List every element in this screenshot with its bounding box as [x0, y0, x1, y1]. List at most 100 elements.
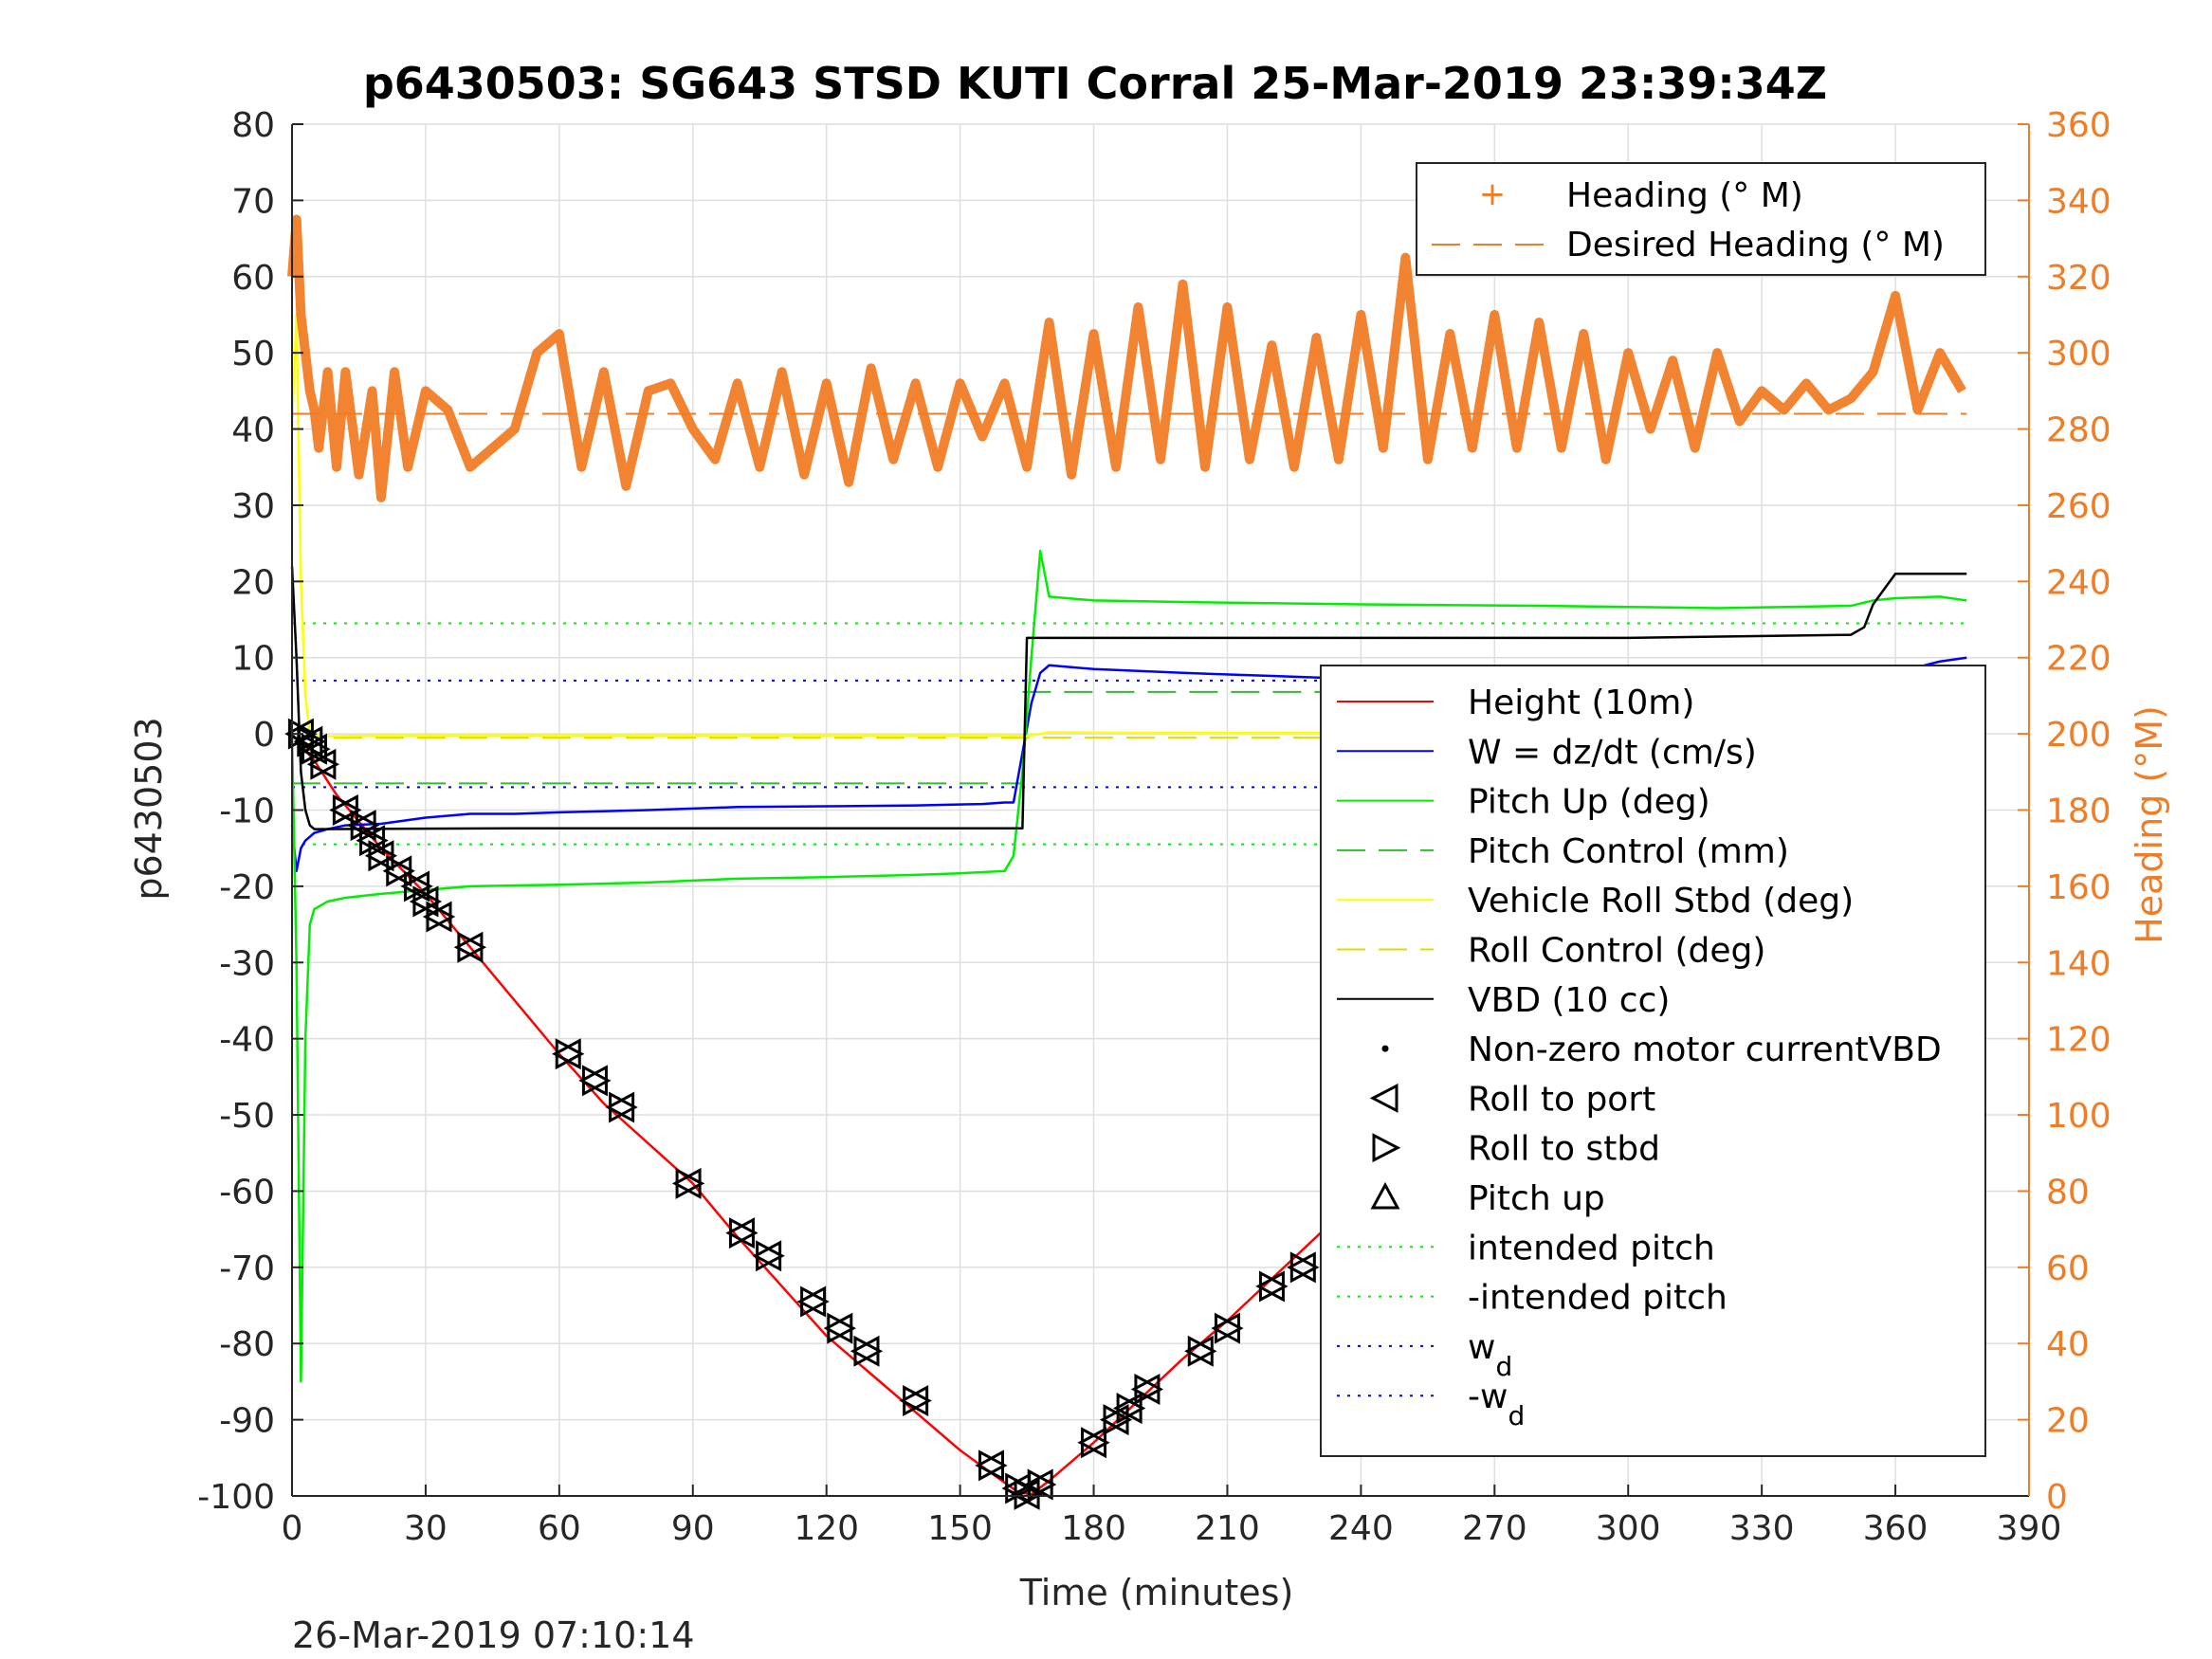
axes: 0 30 60 90 120 150 180 210 240 270 300 330 360 390807… [197, 106, 2111, 1548]
roll-to-port-marker [329, 793, 358, 827]
roll-to-port-marker [346, 810, 376, 842]
roll-to-port-marker [1130, 1373, 1161, 1405]
roll-to-port-marker [752, 1240, 782, 1272]
x-tick-label: 390 [1997, 1509, 2062, 1548]
roll-to-port-marker [850, 1335, 880, 1367]
legend-label-6: VBD (10 cc) [1468, 981, 1670, 1020]
roll-to-port-marker [671, 1167, 702, 1199]
roll-to-port-marker [975, 1449, 1004, 1482]
roll-to-port-marker [400, 870, 430, 902]
y-tick-label: 20 [231, 563, 275, 602]
x-tick-label: 150 [927, 1509, 993, 1548]
roll-to-port-marker [899, 1385, 929, 1417]
y-tick-label: 30 [231, 487, 275, 526]
x-tick-label: 90 [671, 1509, 715, 1548]
roll-to-port-marker [796, 1285, 827, 1318]
y-axis-label: p6430503 [128, 717, 170, 900]
legend-subscript: d [1495, 1351, 1512, 1382]
y-tick-label: -10 [219, 793, 275, 831]
y2-tick-label: 240 [2046, 563, 2111, 602]
x-tick-label: 270 [1462, 1509, 1527, 1548]
y-tick-label: 80 [231, 106, 275, 145]
legend-label-8: Roll to port [1468, 1080, 1655, 1119]
roll-to-port-marker [1010, 1478, 1040, 1510]
roll-to-port-marker [1287, 1251, 1316, 1284]
legend-label-5: Roll Control (deg) [1468, 932, 1765, 971]
roll-to-port-marker [298, 733, 327, 765]
legend-label-10: Pitch up [1468, 1179, 1605, 1218]
legend-label-9: Roll to stbd [1468, 1130, 1660, 1169]
y2-tick-label: 40 [2046, 1325, 2090, 1364]
y-tick-label: -70 [219, 1249, 275, 1288]
y2-tick-label: 340 [2046, 182, 2111, 221]
y-tick-label: 70 [231, 182, 275, 221]
y-tick-label: 50 [231, 335, 275, 374]
x-tick-label: 0 [282, 1509, 303, 1548]
roll-to-port-marker [293, 725, 323, 757]
legend-symbol-7 [1381, 1045, 1389, 1052]
legend-label-2: Pitch Up (deg) [1468, 783, 1710, 822]
y2-axis-label: Heading (°M) [2129, 705, 2170, 944]
y2-tick-label: 80 [2046, 1173, 2090, 1212]
y-tick-label: -20 [219, 868, 275, 907]
x-tick-label: 180 [1061, 1509, 1126, 1548]
vbd-series [290, 566, 1967, 830]
legend-label-12: -intended pitch [1468, 1279, 1728, 1318]
roll-to-port-marker [1211, 1312, 1240, 1344]
y-tick-label: -90 [219, 1402, 275, 1441]
y2-tick-label: 140 [2046, 944, 2111, 983]
legend-symbol-8 [1369, 1083, 1398, 1113]
legend-heading-label: Heading (° M) [1566, 176, 1803, 215]
legend-heading: + Heading (° M) Desired Heading (° M) [1416, 162, 1986, 276]
pitch-up-series [290, 549, 1967, 1383]
heading-series [287, 214, 1966, 502]
roll-to-port-marker [409, 885, 439, 918]
roll-to-port-marker [823, 1312, 853, 1344]
y2-tick-label: 360 [2046, 106, 2111, 145]
y2-tick-label: 300 [2046, 335, 2111, 374]
roll-to-port-marker [1077, 1427, 1107, 1459]
roll-to-port-marker [382, 855, 412, 887]
legend-label-0: Height (10m) [1468, 684, 1694, 722]
roll-to-port-marker [725, 1217, 755, 1249]
legend-label-11: intended pitch [1468, 1229, 1715, 1267]
y2-tick-label: 200 [2046, 716, 2111, 755]
y-tick-label: -60 [219, 1173, 275, 1212]
y-tick-label: 10 [231, 640, 275, 679]
y-tick-label: -100 [197, 1478, 275, 1517]
y2-tick-label: 20 [2046, 1402, 2090, 1441]
roll-to-port-marker [1099, 1404, 1129, 1436]
x-tick-label: 60 [538, 1509, 581, 1548]
legend-label-4: Vehicle Roll Stbd (deg) [1468, 882, 1854, 921]
legend-series: Height (10m) W = dz/dt (cm/s) Pitch Up (de… [1320, 665, 1986, 1457]
roll-to-port-marker [578, 1065, 608, 1097]
roll-to-port-marker [1112, 1393, 1143, 1425]
roll-to-port-marker [1024, 1468, 1053, 1501]
y-tick-label: 60 [231, 259, 275, 298]
x-axis-label: Time (minutes) [1019, 1572, 1294, 1613]
legend-symbol-10 [1370, 1181, 1400, 1210]
legend-label-3: Pitch Control (mm) [1468, 832, 1789, 871]
x-tick-label: 330 [1729, 1509, 1795, 1548]
y-tick-label: -80 [219, 1325, 275, 1364]
y2-tick-label: 280 [2046, 411, 2111, 450]
y-tick-label: -40 [219, 1021, 275, 1060]
roll-to-port-marker [552, 1038, 581, 1070]
legend-subscript: d [1508, 1400, 1525, 1431]
roll-to-port-marker [364, 840, 394, 872]
x-tick-label: 360 [1863, 1509, 1929, 1548]
y-tick-label: -30 [219, 944, 275, 983]
y2-tick-label: 100 [2046, 1097, 2111, 1136]
y2-tick-label: 60 [2046, 1249, 2090, 1288]
x-tick-label: 300 [1596, 1509, 1661, 1548]
footer-timestamp: 26-Mar-2019 07:10:14 [292, 1614, 695, 1656]
roll-to-port-marker [422, 901, 452, 933]
chart-title: p6430503: SG643 STSD KUTI Corral 25-Mar-… [363, 58, 1827, 109]
x-tick-label: 210 [1195, 1509, 1260, 1548]
y-tick-label: 0 [253, 716, 275, 755]
roll-to-port-marker [605, 1091, 635, 1123]
y2-tick-label: 160 [2046, 868, 2111, 907]
x-tick-label: 30 [404, 1509, 448, 1548]
roll-to-port-marker [306, 748, 337, 780]
y2-tick-label: 320 [2046, 259, 2111, 298]
